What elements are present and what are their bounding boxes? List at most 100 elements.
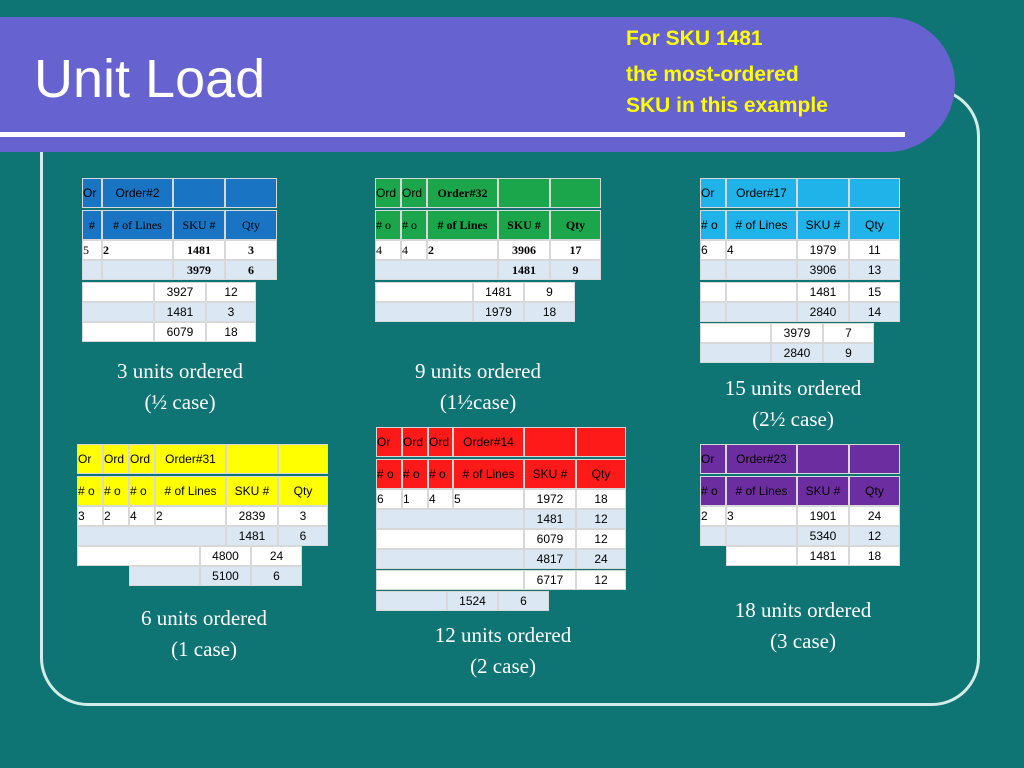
order-31-col-c: # o	[129, 476, 155, 506]
order-32-title: Order#32	[427, 178, 498, 208]
case-text: (2½ case)	[752, 407, 834, 431]
order-23-header-blank	[797, 444, 849, 474]
order-23-header-blank	[849, 444, 900, 474]
order-31-col-lines: # of Lines	[155, 476, 226, 506]
note-line-3: SKU in this example	[626, 94, 828, 117]
order-14-sku: 1972	[524, 489, 576, 509]
order-14-truncated-header: Ord	[428, 427, 453, 457]
order-14-col-qty: Qty	[576, 459, 626, 489]
order-17-qty: 15	[849, 282, 900, 302]
order-2-truncated-header: Or	[82, 178, 102, 208]
order-23-caption: 18 units ordered (3 case)	[703, 595, 903, 657]
order-32-qty: 9	[524, 282, 575, 302]
order-17-blank-cell	[726, 282, 797, 302]
order-17-col-lines: # of Lines	[726, 210, 797, 240]
order-32-col-lines: # of Lines	[427, 210, 498, 240]
order-17-order-no: 6	[700, 240, 726, 260]
order-2-qty: 18	[206, 322, 256, 342]
order-32-blank-cell	[375, 260, 498, 280]
order-32-qty: 9	[550, 260, 601, 280]
order-23-order-no: 2	[700, 506, 726, 526]
order-14-blank-cell	[376, 591, 447, 611]
order-2-qty: 3	[225, 240, 277, 260]
order-23-col-lines: # of Lines	[726, 476, 797, 506]
order-31-qty: 24	[251, 546, 302, 566]
order-2-title: Order#2	[102, 178, 173, 208]
order-23-sku: 1481	[797, 546, 849, 566]
order-31-col-a: # o	[77, 476, 103, 506]
order-14-val-a: 6	[376, 489, 402, 509]
order-23-lines: 3	[726, 506, 797, 526]
order-23-blank-cell	[726, 546, 797, 566]
order-14-col-lines: # of Lines	[453, 459, 524, 489]
note-line-2: the most-ordered	[626, 63, 799, 86]
order-31-qty: 6	[278, 526, 328, 546]
order-17-sku: 2840	[771, 343, 823, 363]
order-17-qty: 7	[823, 323, 874, 343]
order-31-qty: 3	[278, 506, 328, 526]
order-32-col-a: # o	[375, 210, 401, 240]
order-32-truncated-header: Ord	[401, 178, 427, 208]
order-32-sku: 1979	[473, 302, 524, 322]
order-14-val-b: 1	[402, 489, 428, 509]
order-2-col-sku: SKU #	[173, 210, 225, 240]
units-ordered-text: 6 units ordered	[141, 606, 267, 630]
order-14-col-c: # o	[428, 459, 453, 489]
order-32-truncated-header: Ord	[375, 178, 401, 208]
order-32-col-qty: Qty	[550, 210, 601, 240]
slide-title: Unit Load	[34, 49, 266, 109]
order-31-sku: 5100	[200, 566, 251, 586]
order-32-blank-cell	[375, 282, 473, 302]
order-31-truncated-header: Or	[77, 444, 103, 474]
order-14-lines: 5	[453, 489, 524, 509]
order-32-col-b: # o	[401, 210, 427, 240]
order-14-blank-cell	[376, 509, 524, 529]
order-23-sku: 5340	[797, 526, 849, 546]
order-14-qty: 6	[498, 591, 549, 611]
order-17-truncated-header: Or	[700, 178, 726, 208]
order-2-qty: 3	[206, 302, 256, 322]
order-32-header-blank	[498, 178, 550, 208]
note-line-1: For SKU 1481	[626, 27, 763, 50]
order-17-sku: 1481	[797, 282, 849, 302]
order-14-blank-cell	[376, 549, 524, 569]
order-14-header-blank	[524, 427, 576, 457]
order-31-sku: 1481	[226, 526, 278, 546]
units-ordered-text: 18 units ordered	[734, 598, 872, 622]
order-14-col-b: # o	[402, 459, 428, 489]
order-32-sku: 3906	[498, 240, 550, 260]
order-23-blank-cell	[700, 526, 726, 546]
order-14-sku: 4817	[524, 549, 576, 569]
order-31-col-sku: SKU #	[226, 476, 278, 506]
order-31-val-a: 3	[77, 506, 103, 526]
order-2-col-order-no: #	[82, 210, 102, 240]
case-text: (3 case)	[770, 629, 836, 653]
order-14-title: Order#14	[453, 427, 524, 457]
order-32-lines: 2	[427, 240, 498, 260]
order-2-blank-cell	[82, 322, 154, 342]
units-ordered-text: 3 units ordered	[117, 359, 243, 383]
order-31-blank-cell	[77, 526, 226, 546]
order-32-val-b: 4	[401, 240, 427, 260]
order-17-blank-cell	[700, 323, 771, 343]
order-32-sku: 1481	[473, 282, 524, 302]
order-31-col-qty: Qty	[278, 476, 328, 506]
order-23-qty: 18	[849, 546, 900, 566]
order-17-qty: 11	[849, 240, 900, 260]
order-17-blank-cell	[700, 260, 726, 280]
order-14-sku: 6079	[524, 529, 576, 549]
order-31-blank-cell	[77, 546, 200, 566]
order-14-qty: 12	[576, 570, 626, 590]
case-text: (1 case)	[171, 637, 237, 661]
order-14-val-c: 4	[428, 489, 453, 509]
order-17-col-qty: Qty	[849, 210, 900, 240]
order-14-blank-cell	[376, 529, 524, 549]
order-2-blank-cell	[82, 260, 102, 280]
order-17-qty: 9	[823, 343, 874, 363]
units-ordered-text: 15 units ordered	[724, 376, 862, 400]
order-31-truncated-header: Ord	[129, 444, 155, 474]
order-14-sku: 1524	[447, 591, 498, 611]
order-2-order-no: 5	[82, 240, 102, 260]
order-32-qty: 18	[524, 302, 575, 322]
order-31-caption: 6 units ordered (1 case)	[104, 603, 304, 665]
